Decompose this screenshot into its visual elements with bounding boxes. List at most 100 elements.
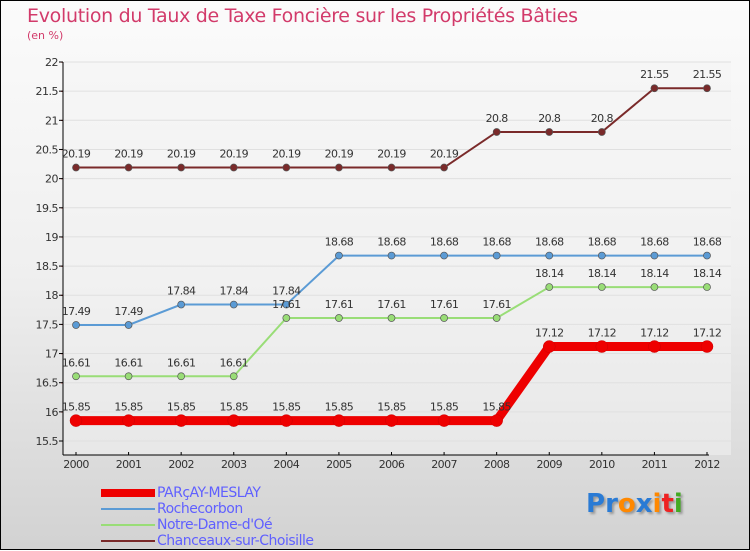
data-label: 17.12 xyxy=(640,327,669,340)
x-tick-label: 2003 xyxy=(221,458,247,471)
data-point xyxy=(387,163,396,172)
data-point xyxy=(387,251,396,260)
data-label: 18.68 xyxy=(430,236,459,249)
logo-letter: o xyxy=(617,489,636,519)
data-point xyxy=(597,251,606,260)
y-tick-label: 21 xyxy=(45,114,58,127)
data-label: 16.61 xyxy=(167,356,196,369)
data-point xyxy=(282,300,291,309)
data-point xyxy=(122,414,135,427)
data-label: 18.68 xyxy=(482,236,511,249)
data-point xyxy=(282,314,291,322)
data-point xyxy=(282,163,291,172)
data-label: 17.61 xyxy=(377,298,406,311)
data-label: 17.12 xyxy=(535,327,564,340)
proxiti-logo: Proxiti xyxy=(586,489,683,519)
data-point xyxy=(335,251,343,260)
y-tick-label: 18.5 xyxy=(36,260,59,273)
data-point xyxy=(124,321,133,329)
legend-item: PARçAY-MESLAY xyxy=(101,485,313,501)
data-label: 15.85 xyxy=(272,401,301,414)
logo-letter: t xyxy=(661,489,674,519)
data-label: 20.19 xyxy=(167,148,196,161)
data-label: 15.85 xyxy=(62,401,91,414)
legend-label: Notre-Dame-d'Oé xyxy=(157,517,273,533)
data-label: 18.14 xyxy=(693,267,722,280)
data-label: 16.61 xyxy=(220,356,249,369)
data-point xyxy=(492,251,501,260)
data-label: 18.68 xyxy=(588,236,617,249)
data-point xyxy=(545,283,554,291)
data-label: 20.8 xyxy=(486,112,509,125)
data-point xyxy=(229,300,238,309)
data-point xyxy=(387,314,396,322)
y-tick-label: 22 xyxy=(45,56,58,69)
data-label: 18.68 xyxy=(535,236,564,249)
data-label: 18.14 xyxy=(640,267,669,280)
legend-swatch xyxy=(101,489,155,497)
data-point xyxy=(72,372,80,381)
data-point xyxy=(124,163,133,172)
chart-title: Evolution du Taux de Taxe Foncière sur l… xyxy=(27,5,578,27)
x-tick-label: 2012 xyxy=(694,458,720,471)
legend-label: Chanceaux-sur-Choisille xyxy=(157,533,314,549)
legend-swatch xyxy=(101,508,155,510)
data-label: 17.12 xyxy=(588,327,617,340)
data-point xyxy=(545,251,554,260)
data-point xyxy=(440,163,448,172)
data-label: 15.85 xyxy=(325,401,354,414)
data-point xyxy=(335,163,343,172)
data-label: 15.85 xyxy=(114,401,143,414)
data-point xyxy=(177,163,186,172)
legend-label: PARçAY-MESLAY xyxy=(157,485,261,501)
data-point xyxy=(385,414,398,427)
data-label: 20.19 xyxy=(430,148,459,161)
data-label: 17.12 xyxy=(693,327,722,340)
x-tick-label: 2009 xyxy=(536,458,562,471)
legend-swatch xyxy=(101,540,155,542)
x-tick-label: 2002 xyxy=(168,458,194,471)
data-label: 17.61 xyxy=(482,298,511,311)
data-label: 17.84 xyxy=(272,285,301,298)
data-label: 17.61 xyxy=(272,298,301,311)
x-tick-label: 2000 xyxy=(63,458,89,471)
data-point xyxy=(597,128,606,136)
data-label: 21.55 xyxy=(640,68,669,81)
data-label: 17.84 xyxy=(220,285,249,298)
data-label: 15.85 xyxy=(377,401,406,414)
data-point xyxy=(280,414,293,427)
y-tick-label: 20.5 xyxy=(36,143,59,156)
y-tick-label: 19 xyxy=(45,231,58,244)
x-tick-label: 2005 xyxy=(326,458,352,471)
plot-area xyxy=(63,62,731,455)
data-point xyxy=(650,84,659,93)
legend: PARçAY-MESLAY Rochecorbon Notre-Dame-d'Oé C… xyxy=(101,485,314,549)
data-point xyxy=(437,414,451,427)
data-point xyxy=(597,283,606,291)
data-point xyxy=(545,128,554,136)
data-point xyxy=(703,251,711,260)
data-label: 18.68 xyxy=(693,236,722,249)
logo-letter: i xyxy=(673,489,683,519)
data-point xyxy=(492,128,501,136)
data-point xyxy=(69,414,83,427)
data-label: 21.55 xyxy=(693,68,722,81)
y-tick-label: 15.5 xyxy=(36,435,59,448)
legend-swatch xyxy=(101,524,155,526)
data-point xyxy=(229,372,238,381)
legend-item: Notre-Dame-d'Oé xyxy=(101,517,313,533)
data-point xyxy=(440,314,448,322)
logo-letter: r xyxy=(605,489,618,519)
data-point xyxy=(492,314,501,322)
x-tick-label: 2008 xyxy=(484,458,510,471)
data-point xyxy=(703,283,711,291)
data-point xyxy=(490,414,503,427)
legend-label: Rochecorbon xyxy=(157,501,243,517)
x-tick-label: 2006 xyxy=(379,458,405,471)
data-point xyxy=(124,372,133,381)
data-point xyxy=(72,321,80,329)
y-tick-label: 17.5 xyxy=(36,318,59,331)
data-label: 17.61 xyxy=(430,298,459,311)
logo-letter: x xyxy=(635,489,653,519)
